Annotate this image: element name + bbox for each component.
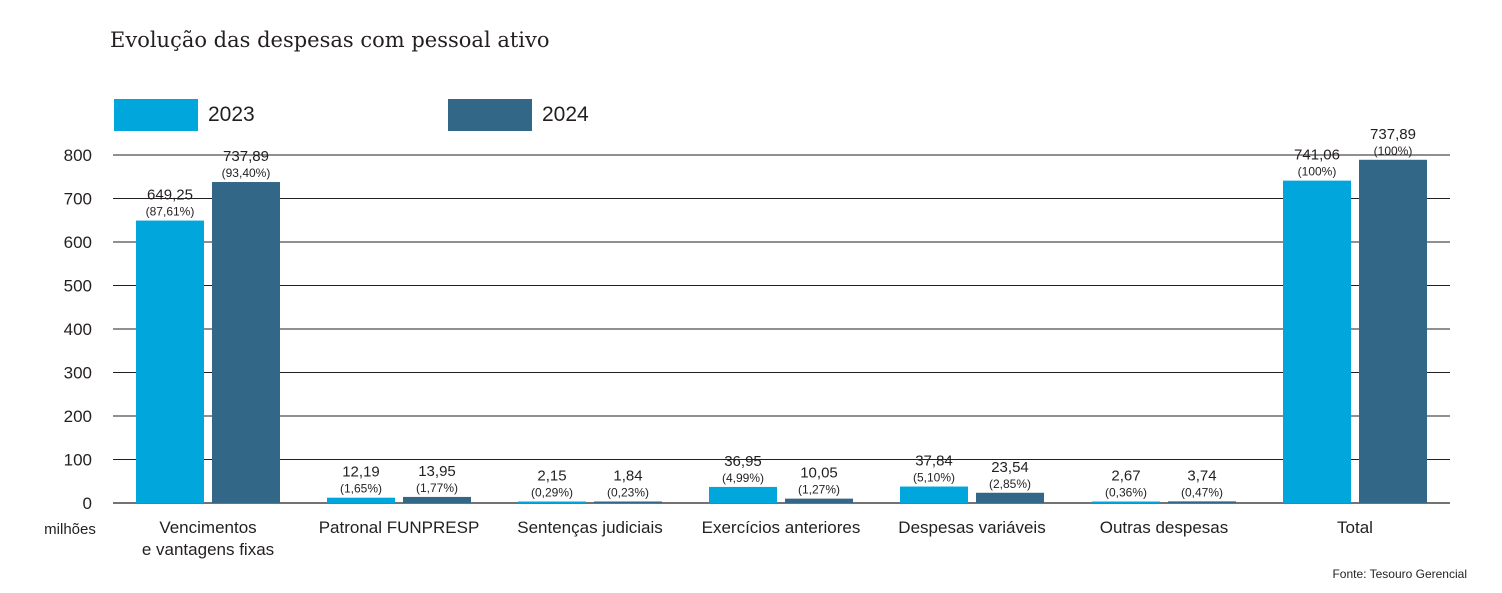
y-tick-label: 300 (64, 364, 92, 383)
legend-label-2024: 2024 (542, 103, 589, 126)
bar-value-label: 2,67 (1111, 468, 1140, 485)
bar-value-label: 37,84 (915, 453, 953, 470)
bar-2024 (403, 496, 471, 503)
bar-percent-label: (0,23%) (607, 486, 649, 500)
bar-2023 (900, 486, 968, 503)
bar-percent-label: (1,77%) (416, 481, 458, 495)
legend-item-2024: 2024 (448, 99, 589, 131)
bar-2024 (212, 182, 280, 503)
category-label: Exercícios anteriores (702, 518, 861, 537)
legend-label-2023: 2023 (208, 103, 255, 126)
bar-2024 (1168, 501, 1236, 503)
bar-percent-label: (2,85%) (989, 477, 1031, 491)
category-label: Sentenças judiciais (517, 518, 663, 537)
y-tick-label: 200 (64, 407, 92, 426)
bar-2023 (1092, 501, 1160, 503)
bar-2023 (1283, 180, 1351, 503)
legend-item-2023: 2023 (114, 99, 255, 131)
bar-value-label: 23,54 (991, 459, 1029, 476)
category-label: Total (1337, 518, 1373, 537)
bar-value-label: 737,89 (223, 148, 269, 165)
bar-value-label: 3,74 (1187, 467, 1216, 484)
bar-percent-label: (87,61%) (146, 205, 195, 219)
bar-percent-label: (1,65%) (340, 482, 382, 496)
bar-2024 (976, 492, 1044, 503)
bar-percent-label: (93,40%) (222, 166, 271, 180)
y-tick-label: 600 (64, 233, 92, 252)
bar-value-label: 13,95 (418, 463, 456, 480)
y-tick-label: 700 (64, 190, 92, 209)
bar-value-label: 36,95 (724, 453, 762, 470)
category-label: Vencimentos (159, 518, 256, 537)
bar-2023 (709, 486, 777, 503)
bar-percent-label: (0,29%) (531, 486, 573, 500)
bar-value-label: 2,15 (537, 468, 566, 485)
chart-title: Evolução das despesas com pessoal ativo (110, 28, 550, 52)
bar-value-label: 649,25 (147, 187, 193, 204)
bar-percent-label: (5,10%) (913, 471, 955, 485)
bar-2023 (518, 501, 586, 503)
y-tick-label: 100 (64, 451, 92, 470)
bar-percent-label: (4,99%) (722, 471, 764, 485)
y-axis-unit-label: milhões (44, 521, 96, 538)
y-tick-label: 800 (64, 146, 92, 165)
bar-2024 (1359, 159, 1427, 504)
bar-percent-label: (0,47%) (1181, 485, 1223, 499)
y-tick-label: 500 (64, 277, 92, 296)
bar-value-label: 12,19 (342, 464, 380, 481)
y-tick-label: 0 (83, 494, 92, 513)
bar-2024 (785, 498, 853, 503)
bar-percent-label: (0,36%) (1105, 486, 1147, 500)
bar-value-label: 1,84 (613, 468, 642, 485)
bar-value-label: 741,06 (1294, 147, 1340, 164)
bar-2023 (327, 497, 395, 503)
legend-swatch-2024 (448, 99, 532, 131)
bar-2024 (594, 501, 662, 503)
bar-2023 (136, 220, 204, 504)
bar-value-label: 10,05 (800, 465, 838, 482)
category-label: Patronal FUNPRESP (319, 518, 480, 537)
legend-swatch-2023 (114, 99, 198, 131)
category-label: Outras despesas (1100, 518, 1229, 537)
bar-percent-label: (100%) (1298, 165, 1337, 179)
category-label: e vantagens fixas (142, 540, 274, 559)
y-tick-label: 400 (64, 320, 92, 339)
bar-percent-label: (1,27%) (798, 483, 840, 497)
bar-percent-label: (100%) (1374, 144, 1413, 158)
bar-value-label: 737,89 (1370, 126, 1416, 143)
source-note: Fonte: Tesouro Gerencial (1332, 567, 1467, 581)
category-label: Despesas variáveis (898, 518, 1045, 537)
